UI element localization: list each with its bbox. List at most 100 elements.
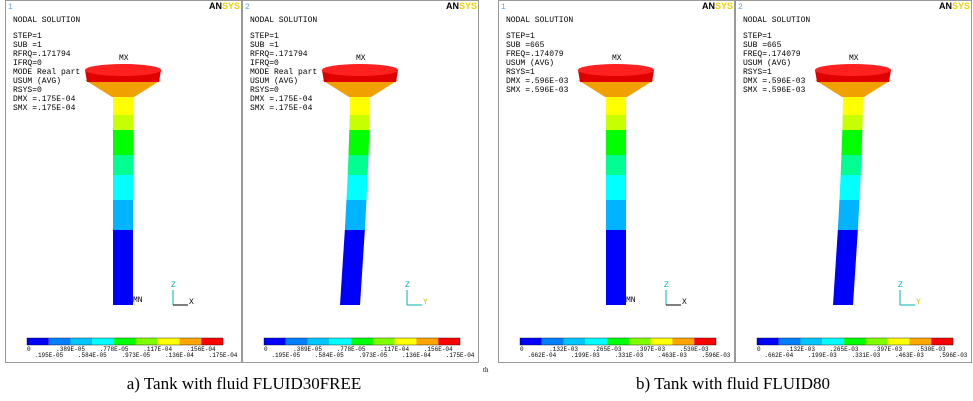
colorbar-label: .662E-04: [527, 352, 556, 359]
info-line: USUM (AVG): [743, 59, 791, 68]
colorbar-label: 0: [27, 346, 31, 353]
disk-top: [815, 64, 891, 76]
stem-band: [113, 175, 133, 200]
colorbar-segment: [585, 338, 607, 345]
info-line: SMX =.175E-04: [13, 104, 76, 113]
logo-part: AN: [702, 1, 715, 11]
axis-label: Z: [405, 281, 410, 290]
plot-title: NODAL SOLUTION: [506, 16, 573, 25]
plot-title: NODAL SOLUTION: [13, 16, 80, 25]
max-label: MX: [356, 54, 366, 63]
info-line: RSYS=1: [506, 68, 535, 77]
info-line: SUB =1: [13, 41, 42, 50]
stem-band: [842, 115, 862, 130]
logo-part: SYS: [459, 1, 477, 11]
caption: a) Tank with fluid FLUID30FREE: [127, 374, 362, 393]
info-line: SMX =.596E-03: [506, 86, 569, 95]
colorbar-label: .195E-05: [34, 352, 63, 359]
colorbar-label: .331E-03: [851, 352, 880, 359]
colorbar-segment: [264, 338, 286, 345]
max-label: MX: [119, 54, 129, 63]
colorbar-segment: [672, 338, 694, 345]
axis-label: Y: [423, 298, 428, 307]
colorbar-segment: [564, 338, 586, 345]
axis-label: X: [682, 298, 687, 307]
colorbar-label: .463E-03: [895, 352, 924, 359]
colorbar-segment: [694, 338, 716, 345]
colorbar-segment: [931, 338, 953, 345]
info-line: DMX =.175E-04: [13, 95, 76, 104]
info-line: USUM (AVG): [250, 77, 298, 86]
logo: ANSYS: [939, 1, 970, 11]
colorbar-segment: [607, 338, 629, 345]
colorbar-segment: [629, 338, 651, 345]
colorbar-segment: [114, 338, 136, 345]
colorbar-label: 0: [757, 346, 761, 353]
info-line: DMX =.596E-03: [743, 77, 806, 86]
stem-band: [606, 130, 626, 155]
info-line: SUB =1: [250, 41, 279, 50]
stem-band: [350, 95, 370, 115]
colorbar-segment: [329, 338, 351, 345]
info-line: SUB =665: [506, 41, 545, 50]
panel-number: 1: [501, 3, 506, 12]
colorbar-segment: [888, 338, 910, 345]
logo: ANSYS: [702, 1, 733, 11]
colorbar-segment: [438, 338, 460, 345]
colorbar-segment: [71, 338, 93, 345]
colorbar-segment: [351, 338, 373, 345]
max-label: MX: [849, 54, 859, 63]
colorbar-label: .662E-04: [764, 352, 793, 359]
colorbar-segment: [158, 338, 180, 345]
info-line: FREQ=.174079: [506, 50, 564, 59]
colorbar-segment: [866, 338, 888, 345]
figure: a) Tank with fluid FLUID30FREE b) Tank w…: [0, 0, 973, 401]
axis-label: Y: [916, 298, 921, 307]
colorbar-segment: [201, 338, 223, 345]
info-line: SUB =665: [743, 41, 782, 50]
stem-band: [113, 130, 133, 155]
stem-band: [606, 155, 626, 175]
axis-label: X: [189, 298, 194, 307]
stem-band: [841, 155, 862, 175]
logo-part: AN: [209, 1, 222, 11]
colorbar-segment: [395, 338, 417, 345]
info-line: RSYS=0: [250, 86, 279, 95]
stem-band: [841, 130, 862, 155]
logo-part: AN: [939, 1, 952, 11]
colorbar-segment: [909, 338, 931, 345]
colorbar-label: .584E-05: [315, 352, 344, 359]
axis-label: Z: [664, 281, 669, 290]
colorbar-segment: [179, 338, 201, 345]
stem-band: [843, 95, 863, 115]
logo: ANSYS: [209, 1, 240, 11]
stem-band: [113, 230, 133, 305]
colorbar-label: .199E-03: [571, 352, 600, 359]
colorbar-segment: [136, 338, 158, 345]
info-line: STEP=1: [743, 32, 772, 41]
colorbar-label: .584E-05: [78, 352, 107, 359]
stem-band: [606, 115, 626, 130]
stem-band: [346, 175, 367, 200]
info-line: IFRQ=0: [13, 59, 42, 68]
stem-band: [348, 130, 369, 155]
logo-part: SYS: [222, 1, 240, 11]
stem-band: [838, 200, 860, 230]
colorbar-label: .973E-05: [358, 352, 387, 359]
axis-label: Z: [171, 281, 176, 290]
colorbar-label: .136E-04: [165, 352, 194, 359]
stem-band: [606, 95, 626, 115]
colorbar-label: .175E-04: [446, 352, 475, 359]
colorbar-segment: [27, 338, 49, 345]
panel: 2ANSYSNODAL SOLUTIONSTEP=1SUB =1RFRQ=.17…: [243, 1, 479, 363]
panel-number: 1: [8, 3, 13, 12]
stem-band: [345, 200, 367, 230]
stray-text: th: [483, 366, 489, 374]
stem-band: [349, 115, 369, 130]
stem-band: [606, 230, 626, 305]
info-line: RSYS=1: [743, 68, 772, 77]
info-line: RFRQ=.171794: [250, 50, 308, 59]
caption: b) Tank with fluid FLUID80: [636, 374, 830, 393]
